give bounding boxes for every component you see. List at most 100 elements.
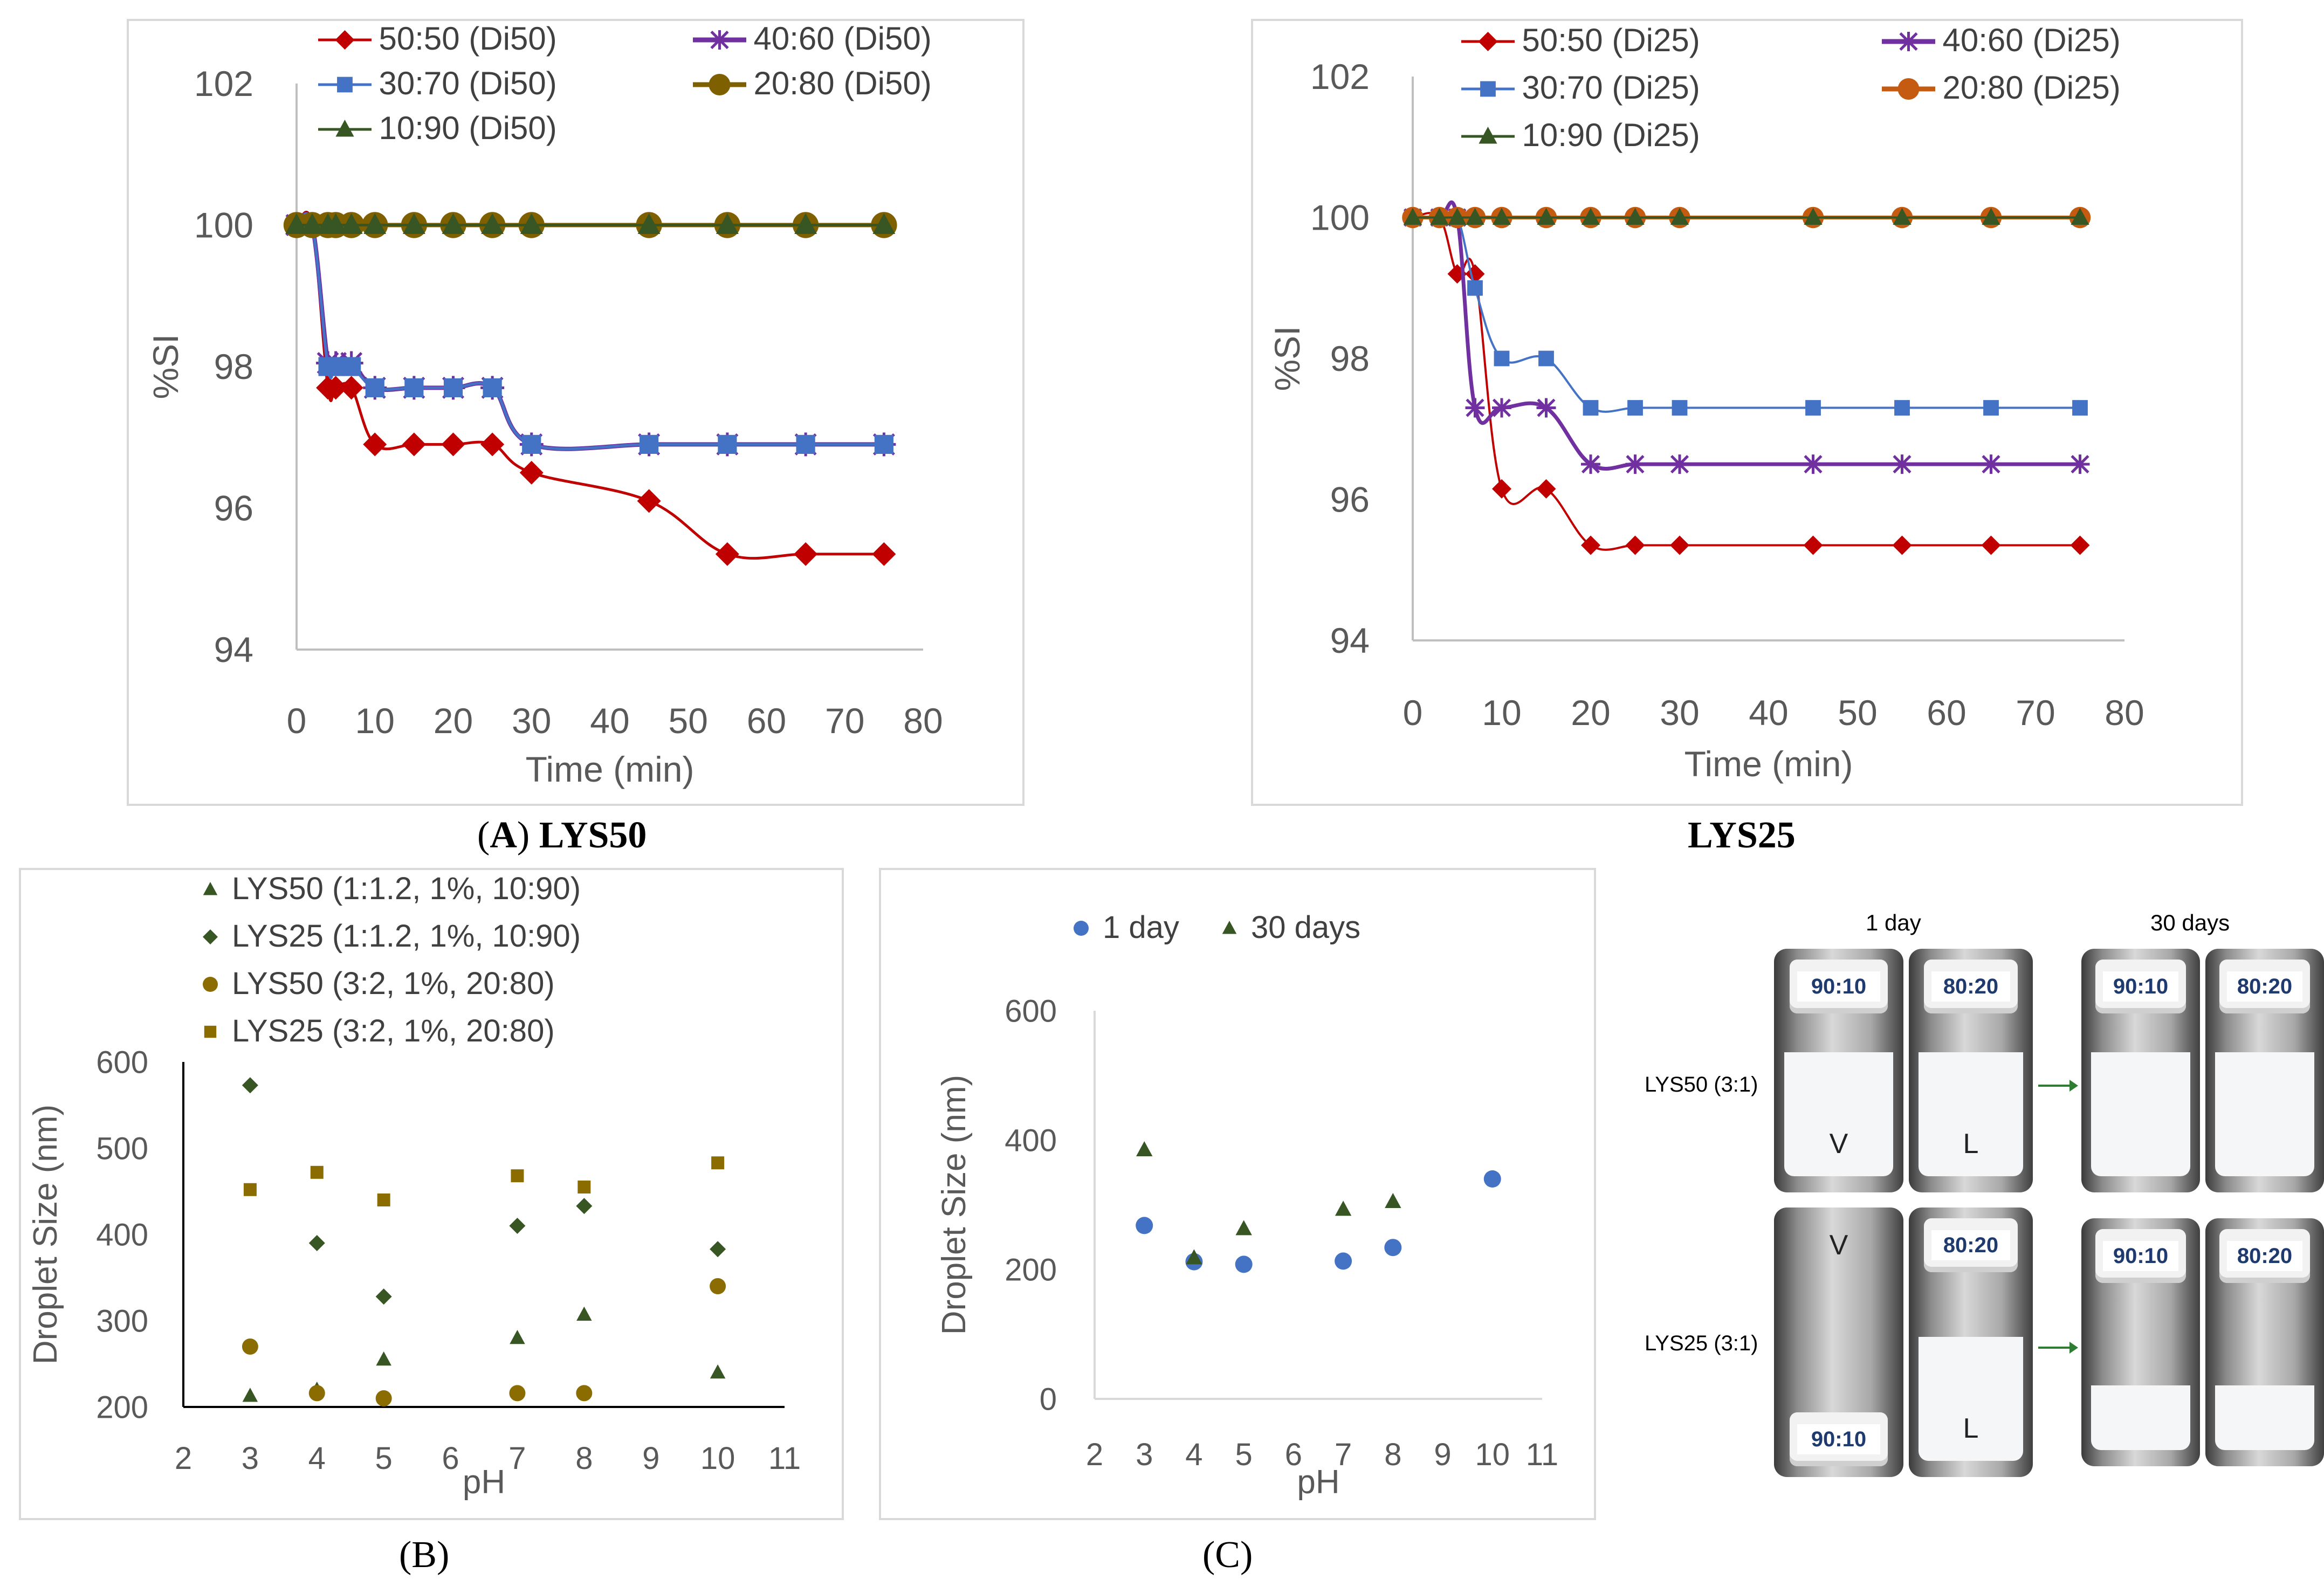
a2-series-0-point xyxy=(1892,535,1912,555)
a2-series-2-point xyxy=(1805,400,1821,416)
a2-series-0-point xyxy=(1803,535,1823,555)
a2-series-1-point xyxy=(1803,454,1823,474)
vial-7: 90:10 xyxy=(2081,1218,2200,1466)
a1-series-2-point xyxy=(365,378,384,397)
b-legend-label-2: LYS50 (3:2, 1%, 20:80) xyxy=(232,966,555,1001)
a2-series-1-point xyxy=(1981,454,2001,474)
a1-x-tick-label: 60 xyxy=(747,701,786,741)
a1-series-2-point xyxy=(796,434,815,454)
a2-series-4-point xyxy=(1466,208,1484,225)
a2-x-tick-label: 70 xyxy=(2016,693,2055,733)
c-y-tick-label: 200 xyxy=(1005,1252,1057,1287)
c-x-tick-label: 7 xyxy=(1335,1437,1352,1472)
a2-y-tick-label: 96 xyxy=(1330,480,1370,520)
a2-series-1-point xyxy=(1581,454,1600,474)
a2-series-4-point xyxy=(1448,208,1467,225)
a1-series-4-point xyxy=(442,213,465,234)
a2-series-line-2 xyxy=(1413,211,2080,413)
c-series-0-point xyxy=(1335,1252,1352,1270)
b-x-tick-label: 10 xyxy=(700,1441,735,1476)
a1-series-4-point xyxy=(324,213,347,234)
caption-c-text: (C) xyxy=(1202,1534,1253,1576)
a2-x-tick-label: 60 xyxy=(1927,693,1966,733)
b-series-3-point xyxy=(711,1156,725,1170)
b-series-1-point xyxy=(242,1077,258,1094)
b-y-tick-label: 200 xyxy=(96,1390,148,1425)
vial-8-cap-label: 80:20 xyxy=(2226,1241,2303,1271)
a2-x-tick-label: 10 xyxy=(1482,693,1521,733)
b-y-tick-label: 500 xyxy=(96,1131,148,1166)
a2-series-4-point xyxy=(1893,208,1912,225)
c-x-tick-label: 5 xyxy=(1235,1437,1253,1472)
a2-x-tick-label: 30 xyxy=(1660,693,1699,733)
b-series-1-point xyxy=(710,1241,726,1258)
vial-4-cap-label: 80:20 xyxy=(2226,971,2303,1002)
vial-5-letter: V xyxy=(1829,1230,1848,1261)
a2-legend-marker-2 xyxy=(1480,81,1496,97)
caption-a2-title: LYS25 xyxy=(1688,815,1796,856)
b-series-1-point xyxy=(576,1198,593,1215)
a1-series-4-point xyxy=(363,213,387,234)
a1-y-tick-label: 96 xyxy=(214,488,253,528)
b-series-1-point xyxy=(308,1235,325,1251)
b-legend-marker-3 xyxy=(204,1025,217,1038)
a2-y-axis-label: %SI xyxy=(1267,326,1307,391)
caption-a-letter: A xyxy=(490,815,517,856)
b-y-axis-label: Droplet Size (nm) xyxy=(27,1105,64,1364)
a2-x-tick-label: 0 xyxy=(1403,693,1423,733)
a1-series-0-point xyxy=(794,542,818,566)
vial-2-letter: L xyxy=(1963,1128,1979,1160)
a1-series-4-point xyxy=(340,213,363,234)
a1-series-0-point xyxy=(441,432,465,457)
a2-y-tick-label: 102 xyxy=(1310,57,1370,96)
caption-b: (B) xyxy=(399,1534,449,1577)
a1-x-tick-label: 50 xyxy=(669,701,708,741)
a1-legend-marker-4 xyxy=(335,120,354,137)
b-series-2-point xyxy=(375,1390,392,1406)
c-x-tick-label: 3 xyxy=(1136,1437,1153,1472)
a1-x-tick-label: 10 xyxy=(355,701,395,741)
b-legend-marker-2 xyxy=(203,977,218,992)
a2-series-line-0 xyxy=(1412,212,2080,551)
a2-x-tick-label: 20 xyxy=(1571,693,1610,733)
c-y-tick-label: 600 xyxy=(1005,993,1057,1029)
a2-series-1-point xyxy=(1465,398,1485,418)
a2-x-tick-label: 40 xyxy=(1749,693,1788,733)
a1-y-axis-label: %SI xyxy=(146,334,185,399)
b-legend-marker-0 xyxy=(203,882,218,895)
c-y-axis-label: Droplet Size (nm) xyxy=(936,1075,973,1335)
a2-legend-label-4: 10:90 (Di25) xyxy=(1522,117,1700,153)
a2-legend-label-0: 50:50 (Di25) xyxy=(1522,22,1700,58)
a1-x-tick-label: 40 xyxy=(590,701,629,741)
a2-series-1-point xyxy=(2070,454,2090,474)
b-series-3-point xyxy=(377,1193,390,1206)
a2-legend-marker-1 xyxy=(1899,32,1919,51)
vial-photo-area: 1 day 30 days LYS50 (3:1) LYS25 (3:1) 90… xyxy=(1634,895,2324,1574)
vial-7-cap-label: 90:10 xyxy=(2102,1241,2179,1271)
a1-series-0-point xyxy=(480,432,505,457)
b-legend-label-0: LYS50 (1:1.2, 1%, 10:90) xyxy=(232,871,581,906)
c-x-tick-label: 2 xyxy=(1086,1437,1103,1472)
a1-series-0-point xyxy=(519,460,544,485)
a2-series-4-point xyxy=(1982,208,2000,225)
a1-x-tick-label: 20 xyxy=(434,701,473,741)
c-legend-label-1: 30 days xyxy=(1251,910,1360,945)
a1-series-line-1 xyxy=(295,212,884,451)
c-legend-label-0: 1 day xyxy=(1103,910,1179,945)
c-x-tick-label: 11 xyxy=(1526,1437,1558,1472)
photo-head-30days: 30 days xyxy=(2150,910,2230,935)
b-series-3-point xyxy=(310,1165,324,1179)
b-series-1-point xyxy=(375,1288,392,1305)
b-series-2-point xyxy=(509,1385,526,1402)
b-x-tick-label: 7 xyxy=(508,1441,526,1476)
a2-series-line-1 xyxy=(1413,200,2080,471)
c-series-0-point xyxy=(1136,1217,1153,1234)
a2-series-4-point xyxy=(1430,208,1449,225)
b-y-tick-label: 300 xyxy=(96,1303,148,1338)
b-legend-label-3: LYS25 (3:2, 1%, 20:80) xyxy=(232,1013,555,1048)
a1-legend-marker-2 xyxy=(337,77,353,93)
photo-row2-label: LYS25 (3:1) xyxy=(1645,1331,1758,1355)
a2-series-4-point xyxy=(1492,208,1511,225)
a1-series-0-point xyxy=(872,542,896,566)
a1-legend-marker-3 xyxy=(709,74,731,95)
